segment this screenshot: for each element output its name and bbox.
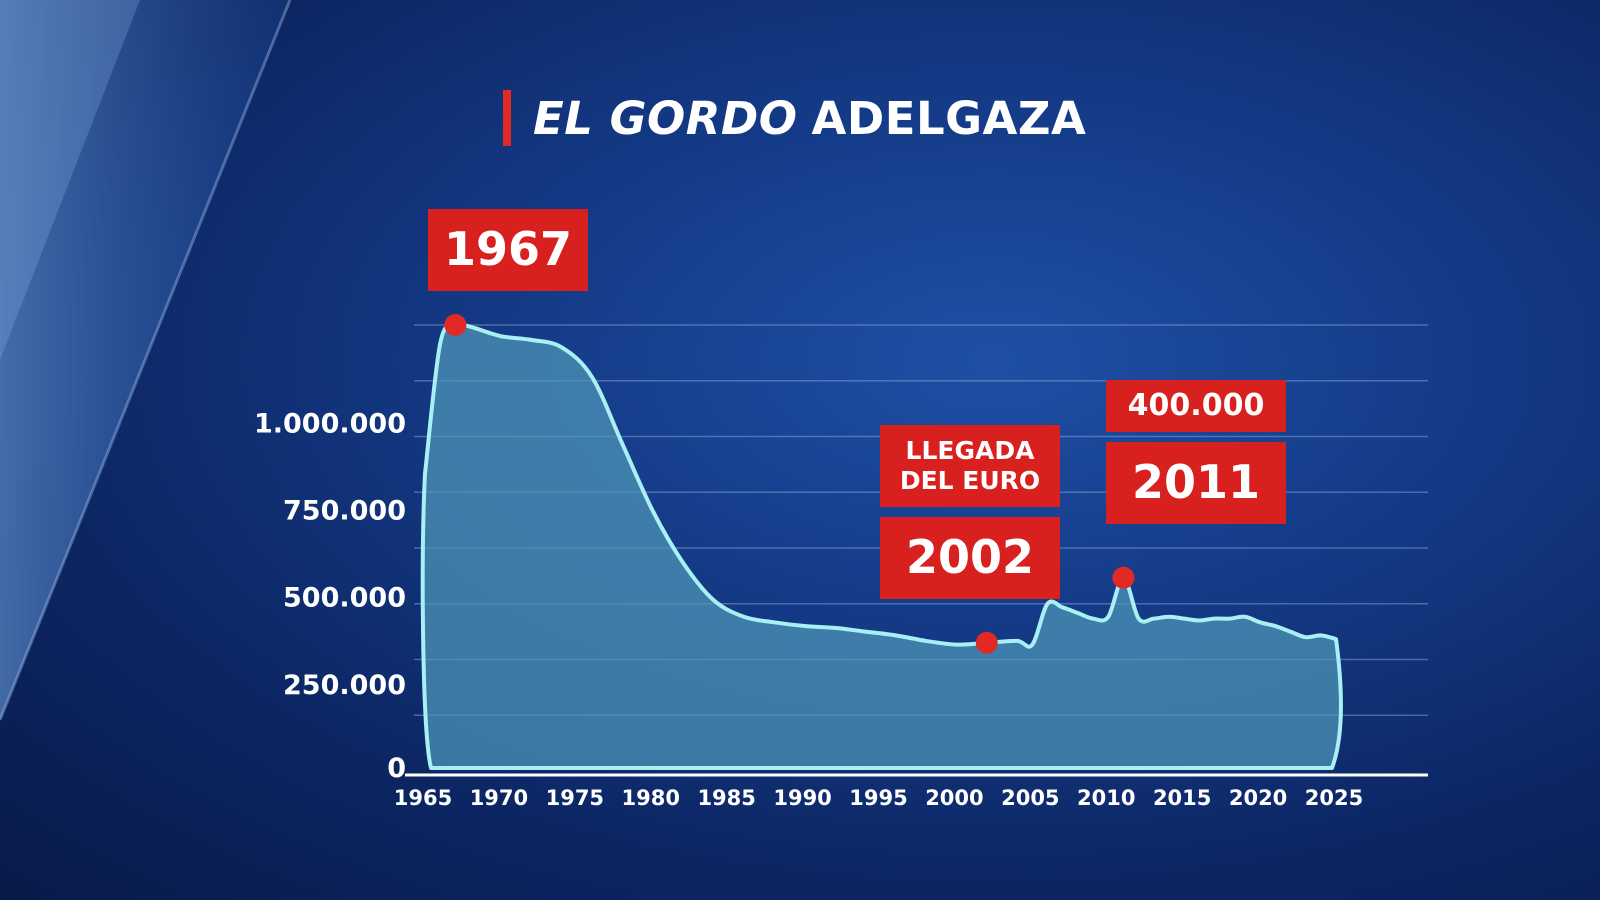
y-tick-label: 1.000.000	[254, 408, 406, 439]
title-italic: EL GORDO	[533, 91, 798, 145]
x-tick-label: 2010	[1077, 786, 1135, 810]
callout-2011-year: 2011	[1106, 442, 1286, 524]
chart-title: EL GORDO ADELGAZA	[503, 88, 1086, 148]
x-tick-label: 1965	[394, 786, 452, 810]
callout-2002-year: 2002	[880, 517, 1060, 599]
y-tick-label: 750.000	[283, 496, 406, 527]
x-tick-label: 2020	[1229, 786, 1287, 810]
series-area-fill	[422, 323, 1341, 768]
callout-2011-value: 400.000	[1106, 380, 1286, 432]
highlight-point-1967	[444, 314, 467, 336]
y-tick-label: 500.000	[283, 583, 406, 614]
x-tick-label: 1980	[622, 786, 680, 810]
y-tick-label: 250.000	[283, 670, 406, 701]
x-tick-label: 1970	[470, 786, 528, 810]
y-tick-label: 0	[387, 753, 406, 784]
title-plain: ADELGAZA	[811, 91, 1087, 145]
callout-2002-note: LLEGADA DEL EURO	[880, 425, 1060, 507]
x-tick-label: 2005	[1001, 786, 1059, 810]
x-tick-label: 2015	[1153, 786, 1211, 810]
highlight-point-2011	[1112, 566, 1135, 589]
x-tick-label: 2000	[925, 786, 983, 810]
x-tick-label: 1985	[697, 786, 755, 810]
y-axis-tick-labels: 0 250.000 500.000 750.000 1.000.000	[254, 408, 406, 784]
title-accent-bar	[503, 90, 511, 146]
x-tick-label: 1975	[546, 786, 604, 810]
x-axis-tick-labels: 1965 1970 1975 1980 1985 1990 1995 2000 2005 2010…	[394, 786, 1363, 810]
x-tick-label: 2025	[1305, 786, 1363, 810]
series-line	[420, 321, 1343, 770]
highlight-markers	[444, 314, 1135, 654]
x-tick-label: 1995	[849, 786, 907, 810]
callout-1967-year: 1967	[428, 209, 588, 291]
x-tick-label: 1990	[773, 786, 831, 810]
highlight-point-2002	[975, 631, 998, 654]
